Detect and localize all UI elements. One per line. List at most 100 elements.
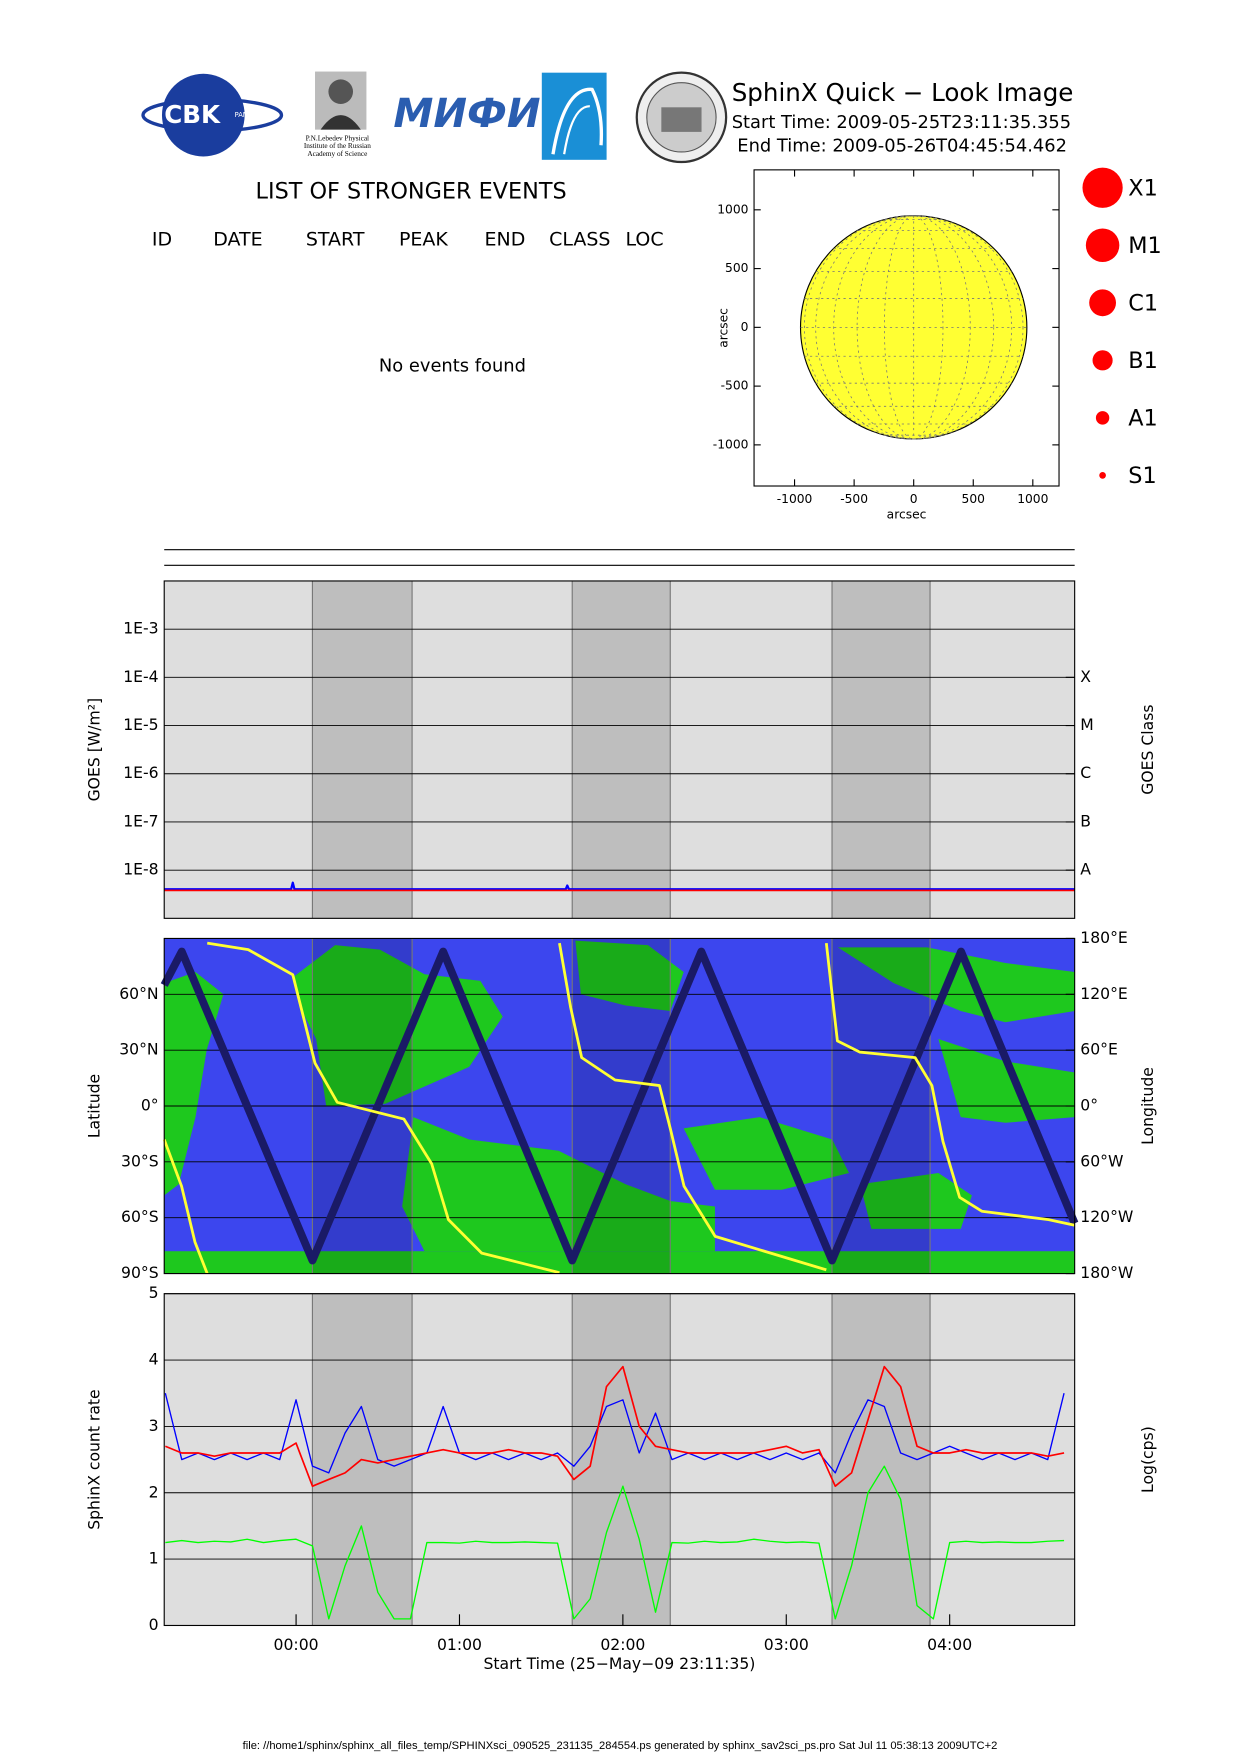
series-line [165,1465,1065,1620]
logo-text: P.N.Lebedev Physical [306,134,369,142]
y-tick-label: 4 [149,1350,159,1369]
x-tick-label: 02:00 [600,1635,645,1654]
y-tick-label: -1000 [713,437,749,451]
y-tick-label: 1000 [717,202,748,216]
eclipse-band [832,580,931,919]
logo-arc [563,105,590,155]
x-axis-label: Start Time (25−May−09 23:11:35) [483,1654,755,1673]
y-tick-label: 60°S [121,1207,159,1226]
legend-marker [1092,350,1113,371]
legend-label: A1 [1128,405,1157,431]
legend-marker [1095,411,1110,425]
eclipse-band [572,580,671,919]
plot-frame [753,169,1060,487]
y-tick-label: 0 [741,320,749,334]
map-region [938,1038,1075,1123]
y-tick-label: 1E-8 [123,860,158,879]
portrait-body [320,115,361,130]
x-tick-label: 01:00 [437,1635,482,1654]
logo-text: PAN [235,111,248,119]
events-title: LIST OF STRONGER EVENTS [256,179,567,205]
x-tick-label: 500 [962,492,985,506]
map-region [837,947,1075,1023]
map-region [860,1173,972,1229]
logos: CBK PAN P.N.Lebedev Physical Institute o… [141,71,728,164]
map-region [575,940,684,1012]
column-header: PEAK [399,229,448,251]
logo-text: Institute of the Russian [304,142,371,150]
plot-frame [163,937,1076,1275]
disk-meridian [815,215,1013,440]
y2-tick-label: B [1080,811,1091,830]
footer: file: //home1/sphinx/sphinx_all_files_te… [243,1740,998,1752]
eclipse-band [312,580,413,919]
y-tick-label: 0° [141,1096,159,1115]
y2-tick-label: 180°E [1080,928,1128,947]
column-header: ID [152,229,172,251]
series-line [164,881,1075,891]
y-tick-label: 3 [149,1416,159,1435]
x-tick-label: 00:00 [274,1635,319,1654]
x-tick-label: 1000 [1017,492,1048,506]
y-tick-label: 1E-6 [123,763,158,782]
y2-tick-label: 120°W [1080,1207,1133,1226]
portrait-head [328,79,354,104]
y2-tick-label: M [1080,715,1093,734]
column-header: START [306,229,365,251]
legend-label: X1 [1128,175,1158,201]
y2-tick-label: 60°W [1080,1151,1123,1170]
y2-tick-label: 60°E [1080,1040,1118,1059]
seal-building [661,107,702,132]
plot-background [164,580,1075,919]
column-header: DATE [213,229,262,251]
legend-marker [1085,228,1120,263]
y-tick-label: 5 [149,1283,159,1302]
plot-background [164,1293,1075,1626]
y-tick-label: 1E-5 [123,715,158,734]
legend-marker [1099,472,1106,479]
y-tick-label: -500 [721,379,749,393]
plot-frame [163,580,1076,919]
y-tick-label: 500 [725,261,748,275]
y-tick-label: 1E-4 [123,667,158,686]
series-line [162,941,1075,1275]
y-tick-label: 90°S [121,1263,159,1282]
x-tick-label: 04:00 [927,1635,972,1654]
y-axis-label: arcsec [716,308,730,348]
y-tick-label: 1E-3 [123,619,158,638]
y-tick-label: 30°N [119,1040,158,1059]
y-axis-label: GOES [W/m²] [84,698,103,802]
column-header: END [485,229,526,251]
y-tick-label: 1 [149,1549,159,1568]
y2-tick-label: C [1080,763,1091,782]
y2-tick-label: 0° [1080,1096,1098,1115]
y-axis-label: SphinX count rate [84,1389,103,1529]
eclipse-band [832,1293,931,1626]
disk-meridian [803,215,1024,440]
y2-axis-label: GOES Class [1138,705,1157,795]
legend-marker [1089,289,1116,317]
map-region [683,1117,850,1190]
x-tick-label: 03:00 [764,1635,809,1654]
logo-square [541,72,607,160]
y2-axis-label: Longitude [1138,1067,1157,1145]
y2-tick-label: X [1080,667,1091,686]
map-region [164,1251,1075,1274]
map-region [292,945,503,1107]
y2-tick-label: A [1080,860,1091,879]
series-line [164,1393,1065,1474]
y2-axis-label: Log(cps) [1138,1426,1157,1493]
eclipse-band [572,1293,671,1626]
x-axis-label: arcsec [887,508,927,522]
column-header: LOC [626,229,664,251]
column-header: CLASS [549,229,610,251]
logo-text: Academy of Science [307,150,367,158]
series-line [160,947,1079,1265]
y2-tick-label: 180°W [1080,1263,1133,1282]
logo-text: CBK [164,100,221,129]
title: SphinX Quick − Look Image [732,78,1074,107]
y-tick-label: 60°N [119,984,158,1003]
y-tick-label: 0 [149,1615,159,1634]
end-time: End Time: 2009-05-26T04:45:54.462 [737,135,1067,156]
